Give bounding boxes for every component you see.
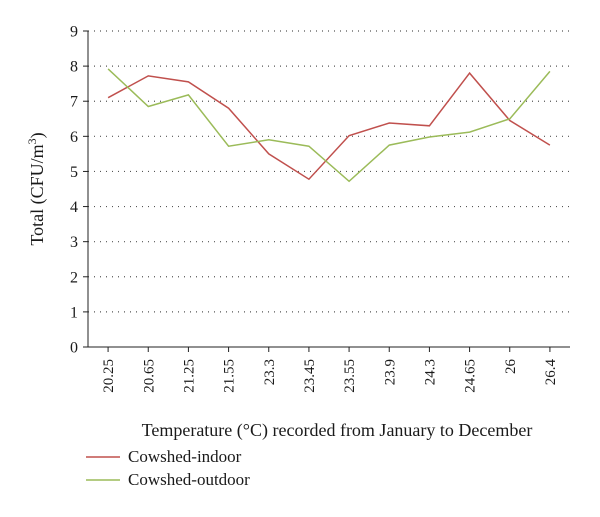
y-tick-label: 6	[70, 129, 78, 146]
y-tick-label: 3	[70, 234, 78, 251]
x-tick-label: 26	[503, 359, 519, 375]
x-tick-label: 20.25	[101, 359, 117, 393]
y-tick-labels: 0 1 2 3 4 5 6 7 8 9	[70, 24, 78, 357]
x-tick-labels: 20.25 20.65 21.25 21.55 23.3 23.45 23.55 23.9 24…	[101, 359, 559, 393]
x-tick-label: 26.4	[543, 359, 559, 386]
x-tick-label: 23.45	[302, 359, 318, 393]
y-tick-label: 8	[70, 59, 78, 76]
x-tick-label: 23.9	[382, 359, 398, 385]
legend-label-indoor: Cowshed-indoor	[128, 447, 242, 466]
y-tick-label: 7	[70, 94, 78, 111]
legend-label-outdoor: Cowshed-outdoor	[128, 470, 250, 489]
gridlines	[88, 30, 570, 313]
x-axis-title: Temperature (°C) recorded from January t…	[142, 420, 533, 441]
x-tick-label: 23.55	[342, 359, 358, 393]
legend-item-indoor: Cowshed-indoor	[86, 447, 242, 466]
y-axis-title-superscript: 3	[25, 138, 39, 144]
series-lines	[107, 68, 551, 183]
x-tick-label: 24.65	[463, 359, 479, 393]
y-tick-label: 0	[70, 340, 78, 357]
series-line-outdoor	[107, 68, 551, 183]
x-tick-label: 24.3	[422, 359, 438, 385]
y-tick-label: 2	[70, 269, 78, 286]
y-tick-label: 5	[70, 164, 78, 181]
series-line-indoor	[107, 71, 551, 181]
x-tick-label: 21.25	[181, 359, 197, 393]
x-tick-label: 23.3	[262, 359, 278, 385]
legend-item-outdoor: Cowshed-outdoor	[86, 470, 250, 489]
x-tick-label: 20.65	[141, 359, 157, 393]
y-tick-label: 4	[70, 199, 78, 216]
y-axis-title: Total (CFU/m3)	[25, 132, 48, 245]
x-tick-label: 21.55	[222, 359, 238, 393]
y-tick-label: 9	[70, 24, 78, 41]
axes	[83, 30, 570, 352]
legend: Cowshed-indoor Cowshed-outdoor	[86, 447, 250, 489]
y-tick-label: 1	[70, 304, 78, 321]
